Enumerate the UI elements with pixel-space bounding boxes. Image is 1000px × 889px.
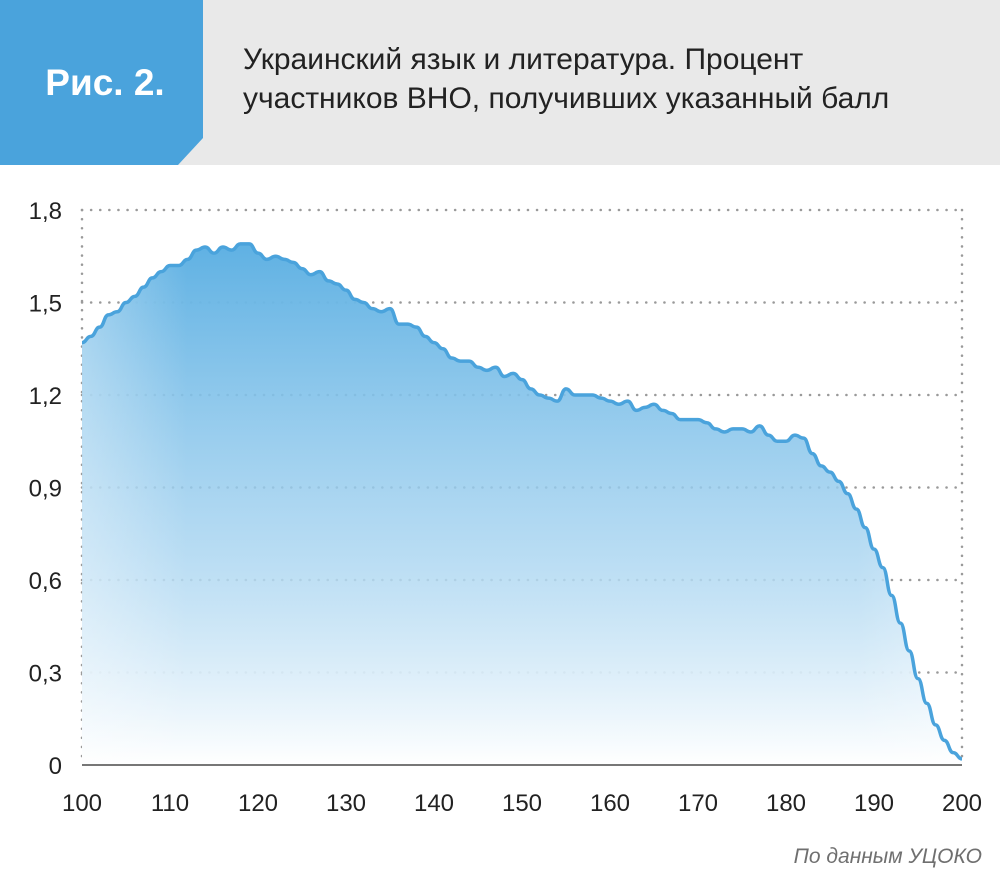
series-line [81,242,963,761]
y-tick-label: 0 [49,753,62,780]
y-tick-label: 1,5 [29,291,62,318]
area-fill-edge [82,243,962,766]
area-layer [81,242,963,766]
y-tick-label: 1,8 [29,198,62,225]
area-chart: 0 0,3 0,6 0,9 1,2 1,5 1,8 100 110 120 130 140 150 160… [29,198,982,817]
x-tick-label: 190 [854,790,894,817]
x-tick-label: 170 [678,790,718,817]
x-tick-label: 160 [590,790,630,817]
y-tick-label: 0,6 [29,568,62,595]
badge-shape [0,0,203,165]
x-tick-label: 110 [151,790,189,817]
y-tick-label: 0,3 [29,661,62,688]
figure-badge [0,0,203,165]
title-line-2: участников ВНО, получивших указанный бал… [243,82,890,115]
x-tick-label: 100 [62,790,102,817]
x-tick-label: 120 [238,790,278,817]
y-tick-label: 0,9 [29,476,62,503]
x-tick-label: 200 [942,790,982,817]
chart-title: Украинский язык и литература. Процент уч… [243,40,983,118]
x-tick-label: 150 [502,790,542,817]
title-line-1: Украинский язык и литература. Процент [243,43,804,76]
axis-layer: 0 0,3 0,6 0,9 1,2 1,5 1,8 100 110 120 130 140 150 160… [29,198,982,817]
x-tick-label: 130 [326,790,366,817]
x-tick-label: 180 [766,790,806,817]
y-tick-label: 1,2 [29,383,62,410]
source-note: По данным УЦОКО [793,845,982,868]
figure-number: Рис. 2. [45,61,165,103]
x-tick-label: 140 [414,790,454,817]
